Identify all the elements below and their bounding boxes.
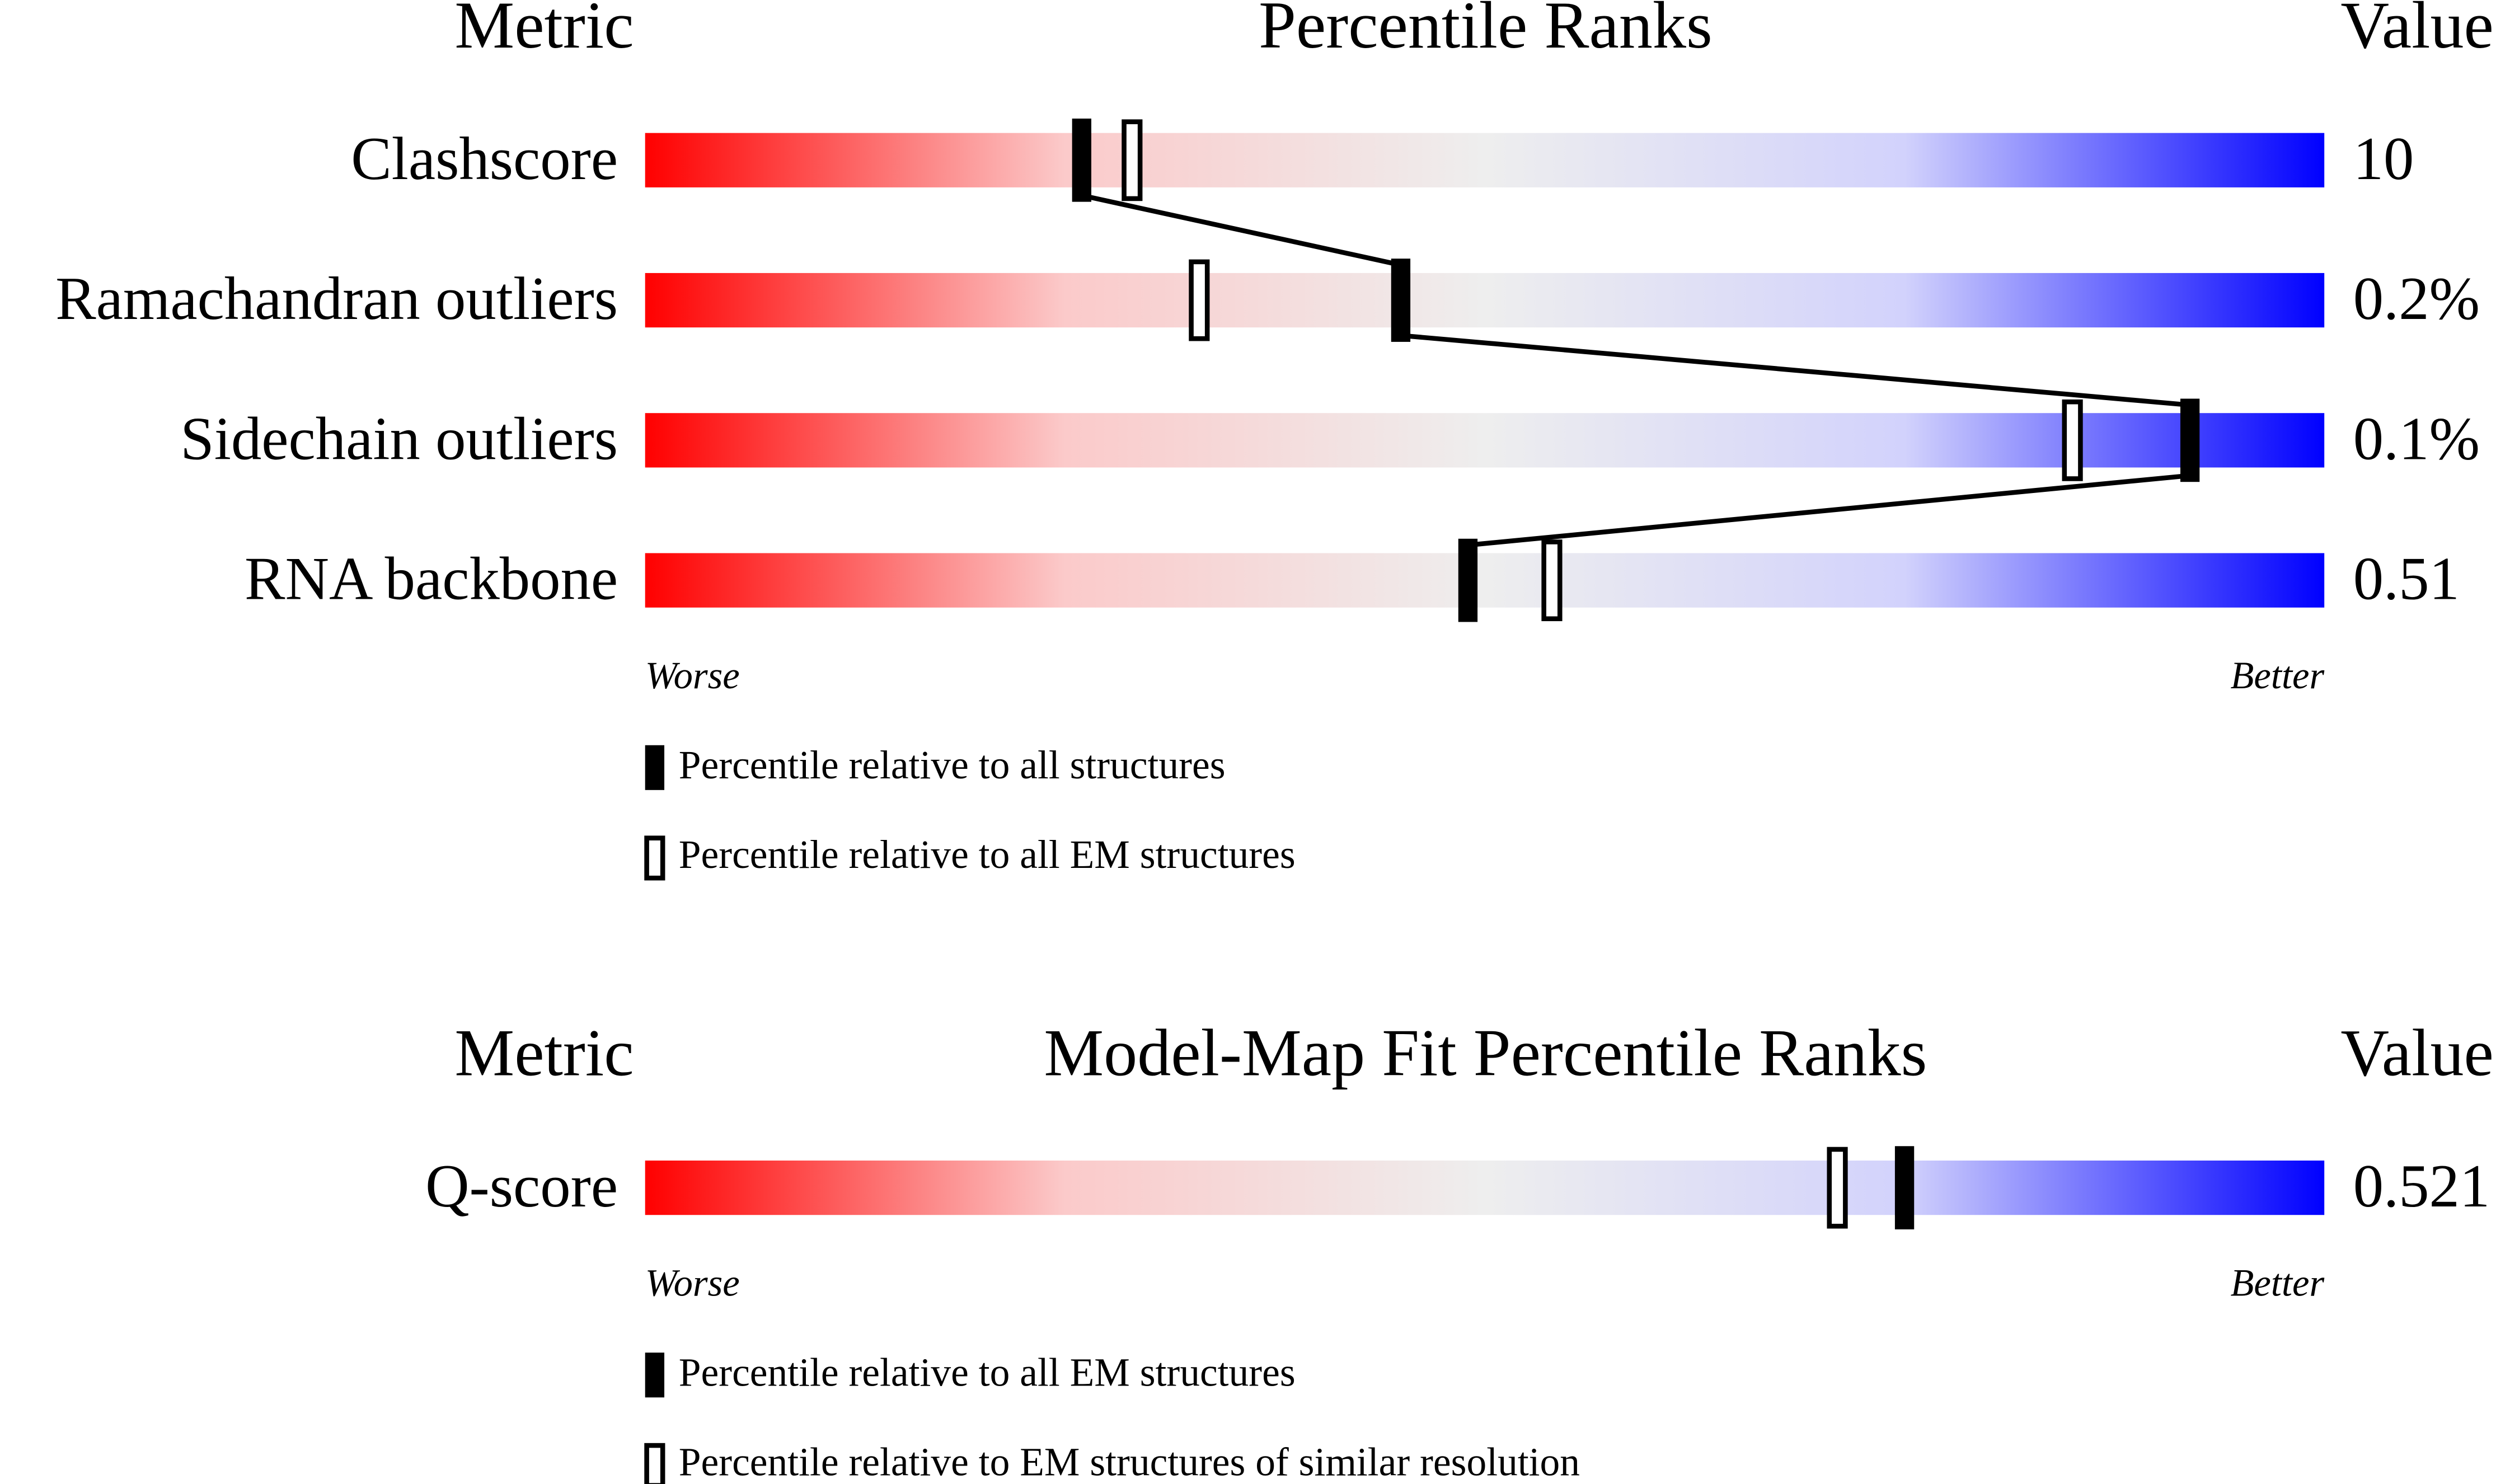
connector bbox=[1400, 333, 2190, 408]
percentile-marker bbox=[2180, 398, 2200, 482]
chart-title: Model-Map Fit Percentile Ranks bbox=[1044, 1015, 1927, 1089]
legend-marker bbox=[645, 745, 665, 790]
metric-label: Clashscore bbox=[351, 125, 618, 192]
better-label: Better bbox=[2231, 1262, 2325, 1304]
metric-label: Ramachandran outliers bbox=[55, 265, 618, 332]
worse-label: Worse bbox=[645, 654, 740, 697]
metric-header: Metric bbox=[454, 1015, 634, 1089]
percentile-marker bbox=[1541, 539, 1563, 622]
connector bbox=[1467, 473, 2190, 548]
legend-label: Percentile relative to all EM structures bbox=[679, 833, 1296, 877]
legend-label: Percentile relative to EM structures of … bbox=[679, 1440, 1580, 1484]
metric-value: 10 bbox=[2353, 125, 2414, 192]
percentile-marker bbox=[1072, 118, 1092, 202]
connector bbox=[1081, 193, 1401, 267]
slider-bar bbox=[645, 413, 2325, 468]
value-header: Value bbox=[2340, 0, 2494, 62]
percentile-marker bbox=[1391, 259, 1411, 342]
percentile-marker bbox=[1122, 119, 1143, 201]
chart-title: Percentile Ranks bbox=[1259, 0, 1713, 62]
legend-marker bbox=[644, 835, 665, 881]
percentile-marker bbox=[1189, 259, 1210, 341]
metric-header: Metric bbox=[454, 0, 634, 62]
percentile-marker bbox=[1827, 1147, 1848, 1229]
percentile-marker bbox=[2062, 399, 2083, 481]
metric-value: 0.1% bbox=[2353, 405, 2480, 472]
metric-value: 0.2% bbox=[2353, 265, 2480, 332]
better-label: Better bbox=[2231, 654, 2325, 697]
percentile-marker bbox=[1894, 1146, 1915, 1229]
legend-label: Percentile relative to all structures bbox=[679, 743, 1226, 787]
metric-label: RNA backbone bbox=[245, 545, 618, 613]
metric-value: 0.51 bbox=[2353, 545, 2460, 613]
slider-bar bbox=[645, 1160, 2325, 1215]
metric-label: Sidechain outliers bbox=[180, 405, 618, 472]
legend-marker bbox=[645, 1352, 665, 1398]
slider-bar bbox=[645, 273, 2325, 328]
legend-label: Percentile relative to all EM structures bbox=[679, 1351, 1296, 1395]
metric-label: Q-score bbox=[425, 1152, 618, 1220]
slider-bar bbox=[645, 553, 2325, 608]
worse-label: Worse bbox=[645, 1262, 740, 1304]
legend-marker bbox=[644, 1443, 665, 1484]
metric-value: 0.521 bbox=[2353, 1152, 2490, 1220]
percentile-marker bbox=[1458, 538, 1478, 622]
value-header: Value bbox=[2340, 1015, 2494, 1089]
slider-bar bbox=[645, 133, 2325, 187]
